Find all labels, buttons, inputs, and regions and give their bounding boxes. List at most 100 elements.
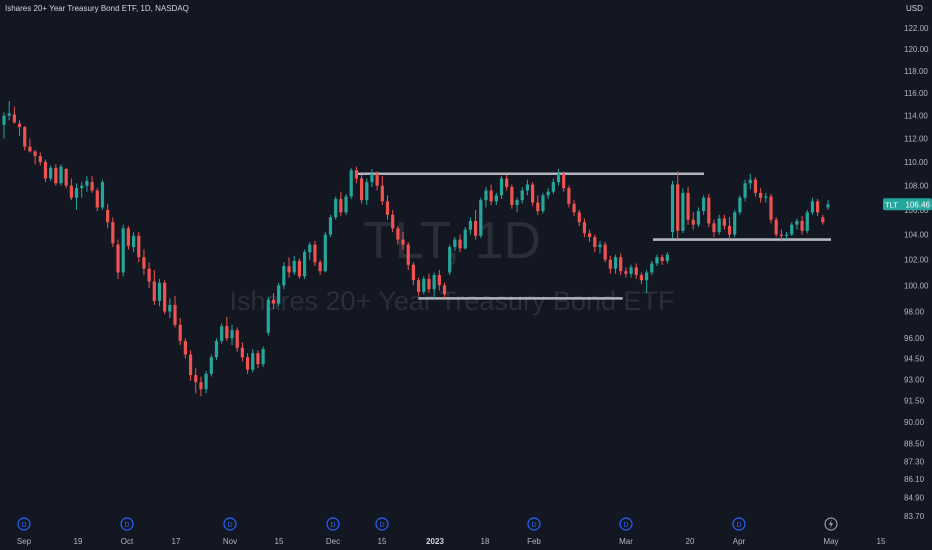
candle <box>64 167 68 189</box>
candle <box>302 249 307 279</box>
candle <box>774 217 778 238</box>
candle <box>453 237 457 251</box>
candle <box>473 209 478 240</box>
candle <box>567 185 571 208</box>
candle <box>349 167 353 199</box>
candle <box>432 272 436 299</box>
dividend-marker[interactable]: D <box>120 517 134 531</box>
candle <box>339 191 343 217</box>
dividend-marker[interactable]: D <box>326 517 340 531</box>
candlestick-series <box>2 100 830 397</box>
candle-body <box>805 212 809 231</box>
price-tick-label: 94.50 <box>904 355 925 364</box>
candle-body <box>199 382 203 390</box>
candle <box>183 338 187 359</box>
candle <box>261 346 265 367</box>
last-price-badge-bg <box>883 198 932 211</box>
candle-body <box>385 201 390 215</box>
candle <box>220 323 224 344</box>
candle-body <box>717 218 721 233</box>
candle <box>406 242 410 270</box>
candle-body <box>38 156 42 162</box>
candle <box>131 232 136 253</box>
candle <box>230 324 234 345</box>
candle-body <box>588 233 592 238</box>
trend-lines[interactable] <box>357 172 832 300</box>
candle-body <box>764 196 768 198</box>
time-axis[interactable]: Sep 19 Oct 17 Nov 15 Dec 15 2023 18 Feb Mar 20 Apr May… <box>17 537 886 546</box>
candle <box>790 222 794 236</box>
price-tick-label: 86.10 <box>904 475 925 484</box>
candle-body <box>318 262 322 272</box>
candle-body <box>168 304 172 312</box>
candle <box>463 227 467 250</box>
candle-body <box>131 235 136 248</box>
candle-body <box>505 178 509 187</box>
candle <box>608 255 612 274</box>
price-tick-label: 84.90 <box>904 493 925 502</box>
candle-body <box>380 185 384 202</box>
candle <box>784 232 789 240</box>
price-tick-label: 90.00 <box>904 418 925 427</box>
price-tick-label: 87.30 <box>904 457 925 466</box>
dividend-marker[interactable]: D <box>375 517 389 531</box>
candle-body <box>230 330 234 339</box>
dividend-marker[interactable]: D <box>527 517 541 531</box>
candle-body <box>453 239 457 248</box>
price-axis[interactable]: 122.00 120.00 118.00 116.00 114.00 112.00 110.… <box>904 24 929 521</box>
candle <box>199 376 203 397</box>
candle-body <box>59 166 63 184</box>
watermark-name: Ishares 20+ Year Treasury Bond ETF <box>230 286 675 316</box>
candle <box>515 197 519 213</box>
candle-body <box>494 195 498 202</box>
price-tick-label: 106.00 <box>904 206 929 215</box>
price-tick-label: 96.00 <box>904 334 925 343</box>
candle-body <box>753 179 758 193</box>
candle-body <box>448 247 452 273</box>
dividend-marker[interactable]: D <box>223 517 237 531</box>
currency-label: USD <box>906 4 923 13</box>
candle <box>256 350 260 369</box>
candle <box>743 179 747 202</box>
candle-body <box>297 260 301 277</box>
candle-body <box>520 190 524 201</box>
candle <box>795 218 799 230</box>
candle <box>800 216 804 235</box>
candle-body <box>722 218 726 226</box>
dividend-marker-label: D <box>330 522 335 529</box>
candle-body <box>313 244 317 263</box>
candle <box>686 186 690 225</box>
candle <box>479 197 483 239</box>
candle-body <box>334 198 338 218</box>
candle <box>17 120 22 137</box>
candle <box>541 192 545 214</box>
candle <box>33 150 37 165</box>
candle-body <box>354 170 359 179</box>
candle <box>660 254 664 265</box>
last-price-symbol: TLT <box>885 200 898 209</box>
candle-body <box>2 115 6 125</box>
candle <box>7 100 11 121</box>
candle-body <box>396 228 400 240</box>
dividend-marker[interactable]: D <box>17 517 31 531</box>
candle <box>38 152 42 166</box>
candle-body <box>639 275 644 281</box>
candle-body <box>339 198 343 213</box>
dividend-marker[interactable]: D <box>619 517 633 531</box>
candle <box>748 173 752 190</box>
candle-body <box>194 375 198 383</box>
time-tick-label: 15 <box>877 537 886 546</box>
lightning-icon[interactable] <box>824 517 838 531</box>
candle-body <box>442 285 447 295</box>
candle-body <box>676 184 680 231</box>
candle-body <box>733 212 737 235</box>
candle <box>235 327 239 352</box>
candle <box>665 252 669 264</box>
candle-body <box>696 211 701 225</box>
candle-body <box>85 180 89 186</box>
dividend-marker-circle <box>17 517 31 531</box>
candle <box>582 218 587 238</box>
dividend-marker[interactable]: D <box>732 517 746 531</box>
